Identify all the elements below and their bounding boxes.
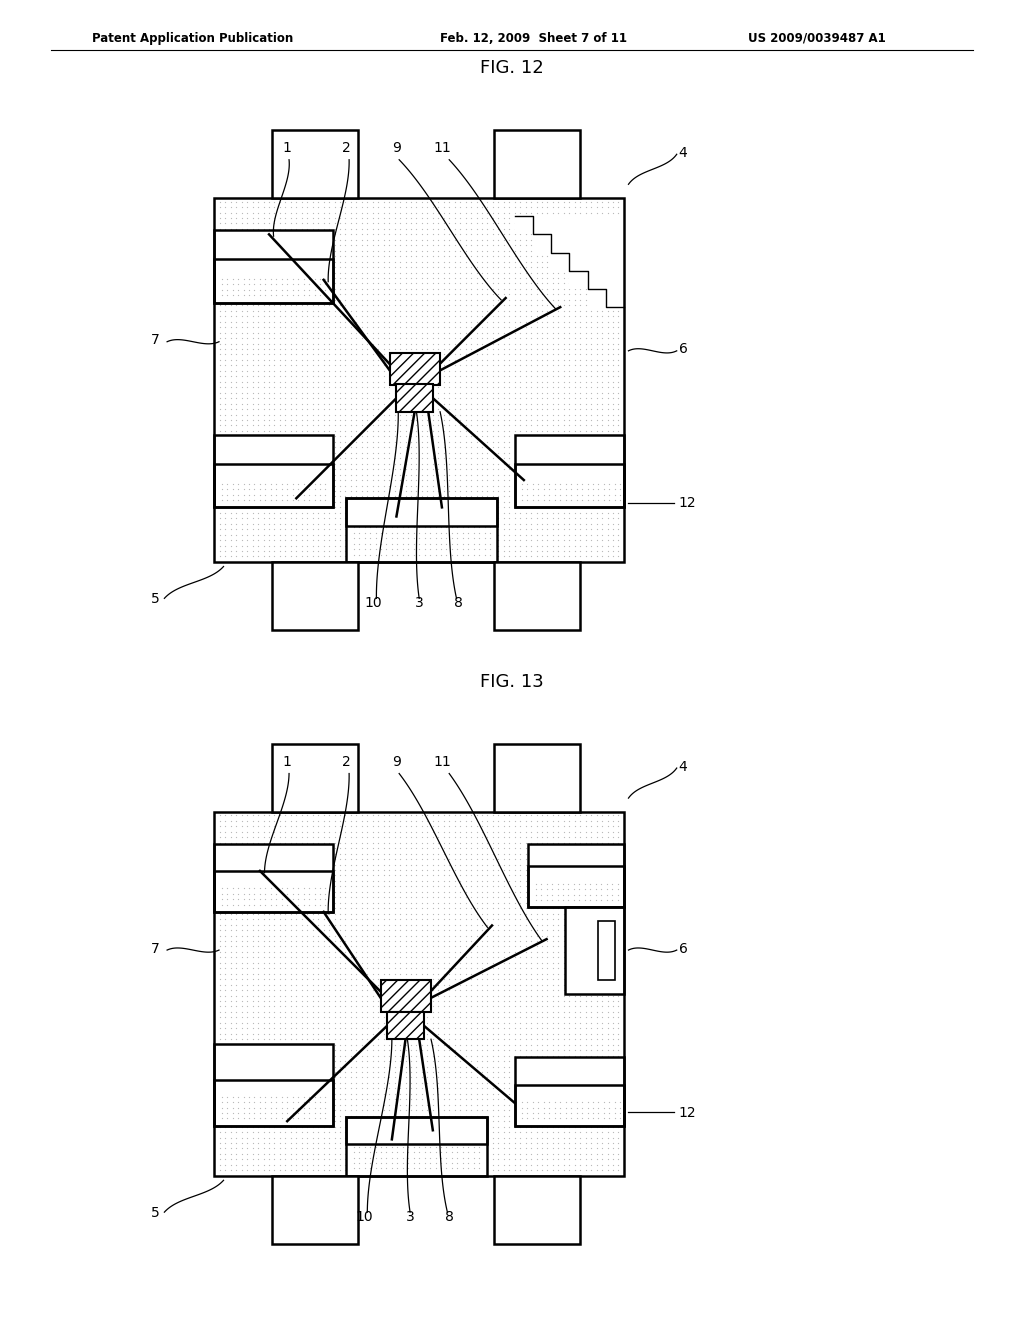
Text: 5: 5 [151,1205,160,1220]
Bar [271,129,358,198]
Bar [515,1085,624,1126]
Bar [346,1117,487,1176]
Bar [214,871,333,912]
Bar [515,463,624,507]
Bar [346,498,497,525]
Text: 5: 5 [151,591,160,606]
Bar [214,198,624,562]
Text: 9: 9 [392,755,400,770]
Text: 4: 4 [679,147,687,160]
Bar [396,384,433,412]
Text: 3: 3 [415,597,424,610]
Bar [214,843,333,912]
Bar [271,562,358,630]
Text: 9: 9 [392,141,400,156]
Bar [271,1176,358,1243]
Text: 6: 6 [679,941,687,956]
Bar [387,1012,424,1039]
Bar [214,259,333,302]
Text: 8: 8 [444,1210,454,1224]
Bar [390,352,440,384]
Bar [569,216,624,289]
Bar [532,216,624,252]
Bar [528,843,624,907]
Text: 1: 1 [283,755,292,770]
Text: 2: 2 [342,141,351,156]
Bar [214,812,624,1176]
Bar [346,498,497,562]
Bar [494,1176,581,1243]
Bar [588,216,624,308]
Bar [565,907,624,994]
Text: 6: 6 [679,342,687,355]
Text: 10: 10 [355,1210,374,1224]
Text: 1: 1 [283,141,292,156]
Bar [214,230,333,302]
Bar [528,866,624,907]
Bar [551,216,624,271]
Text: US 2009/0039487 A1: US 2009/0039487 A1 [748,32,886,45]
Text: Feb. 12, 2009  Sheet 7 of 11: Feb. 12, 2009 Sheet 7 of 11 [440,32,628,45]
Bar [598,921,614,979]
Bar [346,1117,487,1144]
Bar [494,743,581,812]
Bar [515,434,624,507]
Text: 3: 3 [406,1210,415,1224]
Bar [214,1080,333,1126]
Bar [214,463,333,507]
Text: 7: 7 [151,333,160,347]
Text: 10: 10 [365,597,383,610]
Text: 2: 2 [342,755,351,770]
Text: FIG. 12: FIG. 12 [480,59,544,78]
Bar [515,1057,624,1126]
Bar [494,562,581,630]
Bar [214,434,333,507]
Text: 4: 4 [679,760,687,774]
Text: Patent Application Publication: Patent Application Publication [92,32,294,45]
Text: FIG. 13: FIG. 13 [480,673,544,692]
Text: 11: 11 [433,755,451,770]
Text: 12: 12 [679,496,696,511]
Bar [494,129,581,198]
Text: 8: 8 [454,597,463,610]
Bar [214,1044,333,1126]
Bar [515,216,624,235]
Bar [381,979,431,1012]
Text: 7: 7 [151,941,160,956]
Text: 12: 12 [679,1106,696,1119]
Text: 11: 11 [433,141,451,156]
Bar [271,743,358,812]
